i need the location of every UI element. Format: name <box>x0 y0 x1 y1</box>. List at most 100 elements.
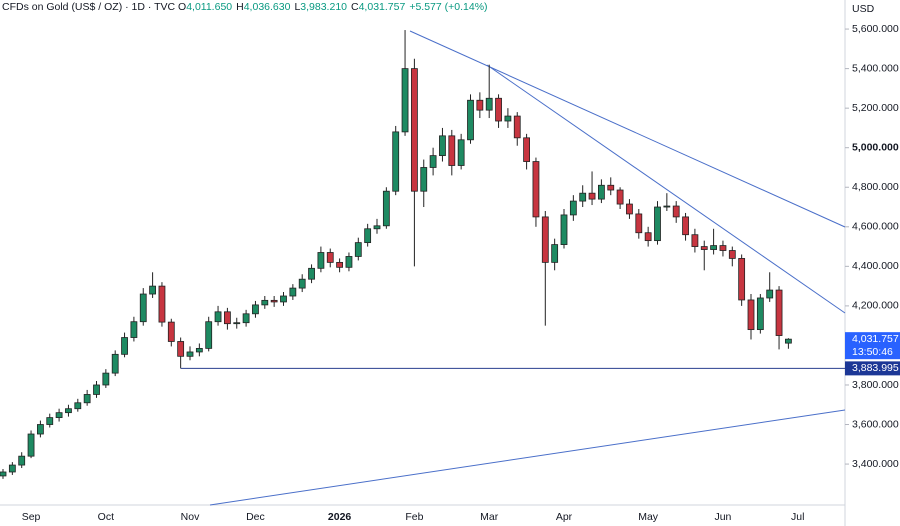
candle-body <box>252 304 259 315</box>
candle-body <box>223 311 231 325</box>
x-tick-label: 2026 <box>328 511 352 523</box>
currency-label: USD <box>852 3 875 15</box>
candle-body <box>532 161 540 218</box>
candle-body <box>700 246 708 250</box>
candle-body <box>420 167 428 192</box>
candle-body <box>513 115 521 139</box>
candle-body <box>569 200 577 216</box>
candle-body <box>130 321 138 338</box>
x-tick-label: May <box>638 511 659 523</box>
price-label-box <box>845 332 900 360</box>
level-label-box <box>845 361 900 376</box>
header-change: +5.577 (+0.14%) <box>409 1 488 13</box>
candle-body <box>46 417 54 425</box>
candle-body <box>233 322 241 325</box>
candle-body <box>747 299 755 331</box>
candle-body <box>55 412 63 419</box>
candle-body <box>214 311 222 323</box>
candle-body <box>401 68 409 133</box>
y-tick-label: 5,400.000 <box>852 62 899 74</box>
candle-body <box>728 250 736 259</box>
y-tick-label: 4,600.000 <box>852 221 899 233</box>
candle-body <box>495 97 502 122</box>
candle-body <box>607 184 615 191</box>
candle-body <box>205 321 213 349</box>
candle-body <box>18 455 26 466</box>
header-value: 4,036.630 <box>243 1 291 13</box>
candle-body <box>83 394 91 404</box>
candle-body <box>298 278 306 289</box>
candle-body <box>663 205 671 208</box>
candle-body <box>261 299 269 306</box>
x-tick-label: Feb <box>405 511 423 523</box>
trend-line <box>209 409 846 506</box>
candle-body <box>27 433 35 457</box>
candle-body <box>635 213 643 234</box>
candle-body <box>65 408 72 414</box>
candle-body <box>158 285 166 323</box>
candle-body <box>579 192 587 202</box>
candle-body <box>654 206 661 242</box>
x-tick-label: Dec <box>246 511 265 523</box>
header-key: L <box>294 1 301 13</box>
candle-body <box>102 372 110 386</box>
candle-body <box>392 131 400 192</box>
candle-body <box>644 232 652 242</box>
candle-body <box>308 267 315 280</box>
candle-body <box>719 245 727 251</box>
candle-body <box>149 285 157 295</box>
candle-body <box>672 205 680 218</box>
candle-body <box>467 99 474 141</box>
y-tick-label: 3,600.000 <box>852 418 899 430</box>
candle-body <box>551 244 559 263</box>
candle-body <box>0 471 7 477</box>
candle-body <box>541 216 549 263</box>
countdown-label: 13:50:46 <box>852 346 893 358</box>
candle-body <box>626 203 633 215</box>
candle-body <box>336 261 344 268</box>
x-tick-label: Sep <box>22 511 41 523</box>
x-tick-label: Oct <box>98 511 114 523</box>
candle-body <box>429 155 437 168</box>
header-value: 3,983.210 <box>300 1 347 13</box>
candle-body <box>710 245 717 250</box>
y-tick-label: 4,200.000 <box>852 300 899 312</box>
candle-body <box>139 293 147 323</box>
x-tick-label: Mar <box>480 511 499 523</box>
candle-body <box>756 297 764 331</box>
candle-body <box>485 97 493 111</box>
candle-body <box>504 115 512 122</box>
candle-body <box>74 402 82 410</box>
header-value: 4,011.650 <box>186 1 233 13</box>
y-tick-label: 4,400.000 <box>852 260 899 272</box>
candle-body <box>270 299 278 303</box>
candle-body <box>410 68 418 192</box>
candle-body <box>121 337 128 355</box>
candle-body <box>785 338 792 344</box>
candle-body <box>560 214 568 245</box>
candle-body <box>195 347 203 353</box>
candle-body <box>289 287 297 297</box>
price-label: 4,031.757 <box>852 333 899 345</box>
candle-body <box>775 289 783 336</box>
chart-header: CFDs on Gold (US$ / OZ) · 1D · TVC O4,01… <box>2 1 492 13</box>
candle-body <box>345 256 353 268</box>
x-tick-label: Jun <box>714 511 731 523</box>
trend-line <box>486 64 846 314</box>
y-tick-label: 5,600.000 <box>852 23 899 35</box>
candle-body <box>766 289 774 299</box>
y-tick-label: 3,400.000 <box>852 458 899 470</box>
header-value: 4,031.757 <box>358 1 406 13</box>
candle-body <box>8 464 16 473</box>
candle-body <box>682 216 689 236</box>
candle-body <box>317 252 325 269</box>
candle-body <box>37 424 44 435</box>
trend-line <box>409 30 846 228</box>
candle-body <box>177 341 185 357</box>
y-tick-label: 3,800.000 <box>852 379 899 391</box>
candle-body <box>598 184 605 200</box>
candle-body <box>242 313 250 324</box>
candle-body <box>439 135 446 157</box>
